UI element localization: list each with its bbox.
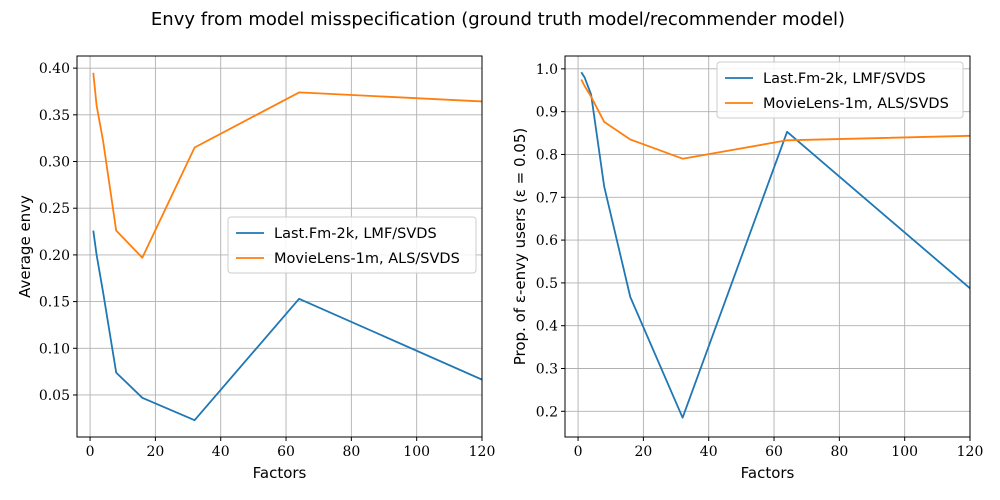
plot-frame <box>564 55 971 438</box>
x-axis-label: Factors <box>741 464 795 482</box>
x-tick-label: 0 <box>86 444 95 460</box>
x-tick-label: 20 <box>146 444 164 460</box>
legend-label: MovieLens-1m, ALS/SVDS <box>763 96 949 112</box>
x-tick-label: 80 <box>342 444 360 460</box>
x-tick-label: 120 <box>469 444 496 460</box>
y-tick-label: 0.35 <box>39 108 70 124</box>
legend-box <box>716 61 964 119</box>
x-tick-label: 120 <box>957 444 984 460</box>
y-axis-label: Average envy <box>16 195 34 298</box>
y-tick-label: 0.05 <box>39 388 70 404</box>
y-tick-label: 0.30 <box>39 155 70 171</box>
x-tick-label: 0 <box>574 444 583 460</box>
y-tick-label: 0.6 <box>536 233 558 249</box>
y-axis-label: Prop. of ε-envy users (ε = 0.05) <box>511 128 529 365</box>
y-tick-label: 0.40 <box>39 61 70 77</box>
x-tick-label: 40 <box>700 444 718 460</box>
x-axis-label: Factors <box>253 464 307 482</box>
y-tick-label: 1.0 <box>536 62 558 78</box>
legend-label: MovieLens-1m, ALS/SVDS <box>274 251 460 267</box>
series-line-lastfm <box>580 71 970 419</box>
y-tick-label: 0.8 <box>536 147 558 163</box>
y-tick-label: 0.9 <box>536 105 558 121</box>
y-tick-label: 0.3 <box>536 362 558 378</box>
x-tick-label: 100 <box>891 444 918 460</box>
legend: Last.Fm-2k, LMF/SVDS MovieLens-1m, ALS/SV… <box>716 61 964 119</box>
x-tick-label: 100 <box>403 444 430 460</box>
chart-prop-envy-users: 0 20 40 60 80 100 120 0.2 0.3 0.4 0.5 0.6 0.7 0.8 0.9 1… <box>511 55 984 482</box>
y-tick-label: 0.5 <box>536 276 558 292</box>
x-tick-label: 20 <box>634 444 652 460</box>
x-tick-label: 80 <box>830 444 848 460</box>
plot-frame <box>76 55 483 438</box>
series-line-movielens <box>92 72 482 259</box>
y-tick-label: 0.4 <box>536 319 558 335</box>
x-tick-label: 60 <box>765 444 783 460</box>
legend-box <box>227 216 477 274</box>
x-tick-label: 60 <box>277 444 295 460</box>
x-tick-label: 40 <box>212 444 230 460</box>
y-tick-label: 0.25 <box>39 201 70 217</box>
y-tick-label: 0.20 <box>39 248 70 264</box>
legend-label: Last.Fm-2k, LMF/SVDS <box>763 71 926 87</box>
y-tick-label: 0.15 <box>39 295 70 311</box>
y-tick-label: 0.7 <box>536 190 558 206</box>
legend-label: Last.Fm-2k, LMF/SVDS <box>274 226 437 242</box>
chart-average-envy: 0 20 40 60 80 100 120 0.05 0.10 0.15 0.20 0.25 0.30 0… <box>16 55 496 482</box>
y-tick-label: 0.2 <box>536 404 558 420</box>
series-line-lastfm <box>92 230 482 422</box>
y-tick-label: 0.10 <box>39 341 70 357</box>
series-line-movielens <box>580 79 970 160</box>
legend: Last.Fm-2k, LMF/SVDS MovieLens-1m, ALS/SV… <box>227 216 477 274</box>
figure-title: Envy from model misspecification (ground… <box>151 9 845 30</box>
